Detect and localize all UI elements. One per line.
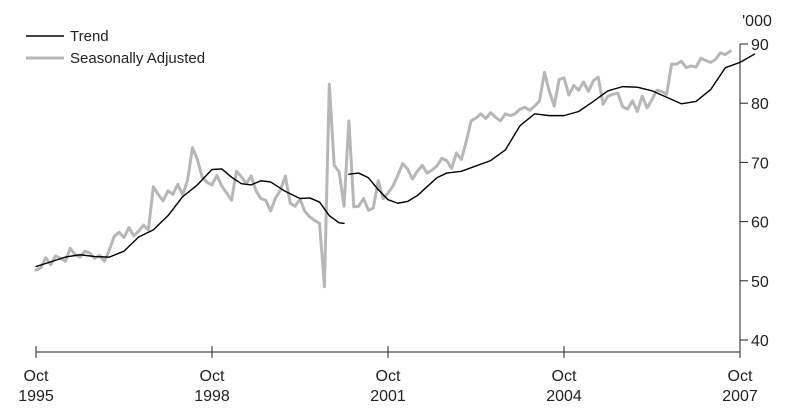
x-tick-label-year: 2001	[370, 388, 406, 405]
x-tick-label-year: 2004	[546, 388, 582, 405]
x-tick-label-year: 1995	[18, 388, 54, 405]
axes	[36, 44, 741, 353]
x-tick-label-month: Oct	[24, 368, 49, 385]
x-tick-label-year: 2007	[722, 388, 758, 405]
series-line-trend-segment-2	[348, 53, 756, 204]
y-tick-label: 50	[751, 274, 769, 291]
y-tick-label: 90	[751, 37, 769, 54]
legend: Trend Seasonally Adjusted	[26, 28, 205, 67]
x-tick-label-month: Oct	[200, 368, 225, 385]
y-unit-label: '000	[742, 13, 772, 30]
series-line-trend-segment-1	[35, 168, 345, 268]
y-tick-label: 40	[751, 333, 769, 350]
series-group	[34, 49, 756, 289]
y-ticks: 40 50 60 70 80 90	[740, 37, 769, 350]
x-tick-label-month: Oct	[376, 368, 401, 385]
series-line-seasonally-adjusted-segment-1	[34, 49, 732, 289]
x-tick-label-year: 1998	[194, 388, 230, 405]
y-tick-label: 80	[751, 96, 769, 113]
x-tick-label-month: Oct	[728, 368, 753, 385]
y-tick-label: 60	[751, 215, 769, 232]
legend-label-seasonally-adjusted: Seasonally Adjusted	[70, 50, 205, 67]
x-tick-label-month: Oct	[552, 368, 577, 385]
legend-label-trend: Trend	[70, 28, 109, 45]
x-ticks: Oct 1995 Oct 1998 Oct 2001 Oct 2004 Oct 2007	[18, 346, 758, 405]
y-tick-label: 70	[751, 155, 769, 172]
